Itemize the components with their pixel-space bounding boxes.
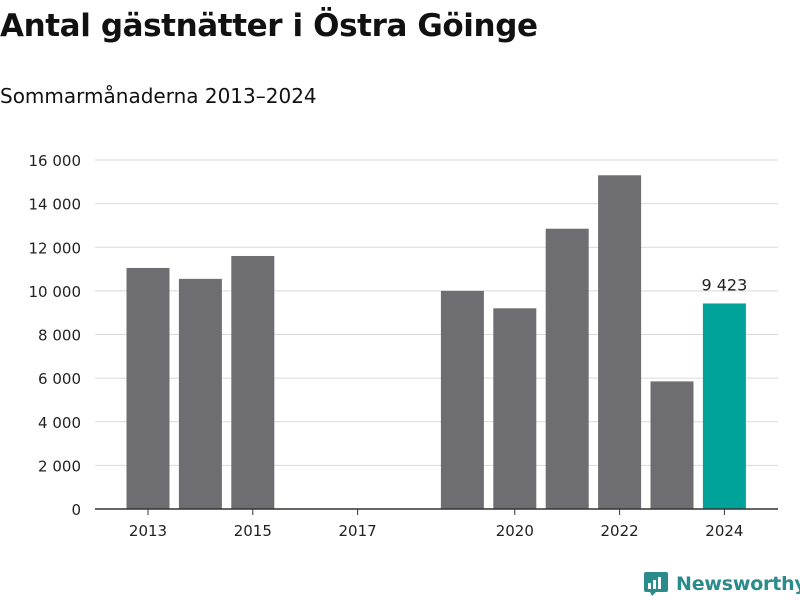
newsworthy-logo: Newsworthy [644,569,800,599]
y-tick-label: 4 000 [38,414,81,432]
bar [440,290,484,509]
x-tick-label: 2024 [705,522,743,540]
y-tick-label: 8 000 [38,327,81,345]
x-tick-label: 2017 [339,522,377,540]
bar [231,255,275,509]
bar [650,381,694,509]
x-tick-label: 2013 [129,522,167,540]
chart-title: Antal gästnätter i Östra Göinge [0,8,538,44]
bar-value-label: 9 423 [701,275,747,294]
y-tick-label: 12 000 [29,239,82,257]
y-tick-label: 16 000 [29,152,82,170]
x-tick-label: 2020 [496,522,534,540]
y-tick-label: 2 000 [38,457,81,475]
x-tick-label: 2022 [601,522,639,540]
y-tick-label: 0 [71,501,81,519]
bar [126,267,170,509]
bar-highlight [702,303,746,509]
bar [598,175,642,510]
bar [493,308,537,509]
chart-subtitle: Sommarmånaderna 2013–2024 [0,84,317,108]
newsworthy-logo-icon [644,572,668,596]
brand-name: Newsworthy [676,573,800,595]
y-tick-label: 10 000 [29,283,82,301]
y-tick-label: 6 000 [38,370,81,388]
y-tick-label: 14 000 [29,196,82,214]
bar [178,278,222,509]
bar [545,228,589,509]
x-tick-label: 2015 [234,522,272,540]
